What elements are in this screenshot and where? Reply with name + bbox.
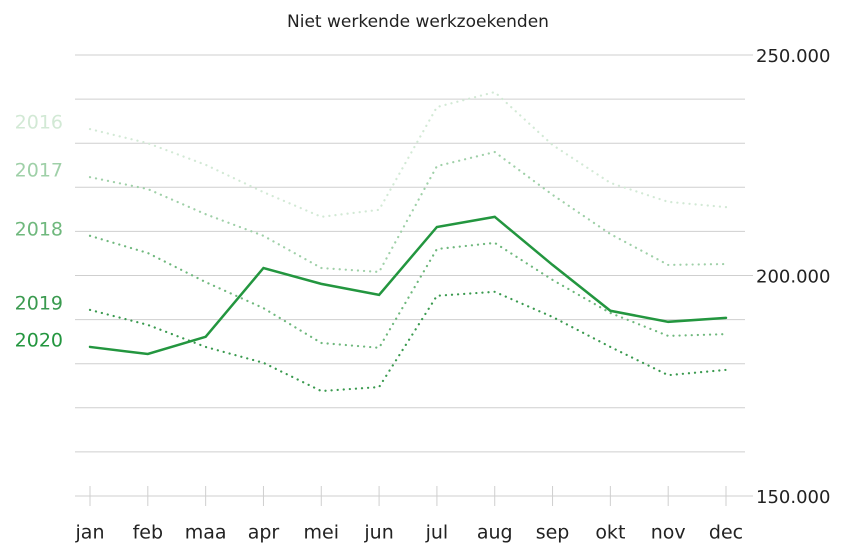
x-tick-label: sep: [536, 522, 570, 544]
x-tick-label: dec: [709, 522, 743, 544]
y-tick-label: 250.000: [756, 46, 830, 67]
y-tick-label: 200.000: [756, 267, 830, 288]
series-line: [88, 215, 728, 356]
series-line: [88, 90, 728, 218]
x-tick-label: mei: [304, 522, 339, 544]
x-tick-label: aug: [477, 522, 513, 544]
series-line: [88, 234, 728, 349]
x-tick-label: jul: [425, 522, 449, 544]
legend-label: 2020: [15, 329, 63, 351]
y-tick-label: 150.000: [756, 487, 830, 508]
series-line: [88, 150, 728, 274]
chart-title: Niet werkende werkzoekenden: [287, 12, 549, 32]
x-tick-label: apr: [248, 522, 280, 544]
x-tick-label: jan: [75, 522, 105, 544]
series-line: [88, 290, 728, 393]
legend-label: 2018: [15, 218, 63, 240]
legend-label: 2019: [15, 292, 63, 314]
x-tick-label: nov: [651, 522, 686, 544]
legend-label: 2017: [15, 160, 63, 182]
x-tick-label: maa: [185, 522, 227, 544]
legend-label: 2016: [15, 112, 63, 134]
x-tick-label: feb: [133, 522, 163, 544]
x-tick-label: okt: [595, 522, 625, 544]
x-tick-label: jun: [363, 522, 393, 544]
